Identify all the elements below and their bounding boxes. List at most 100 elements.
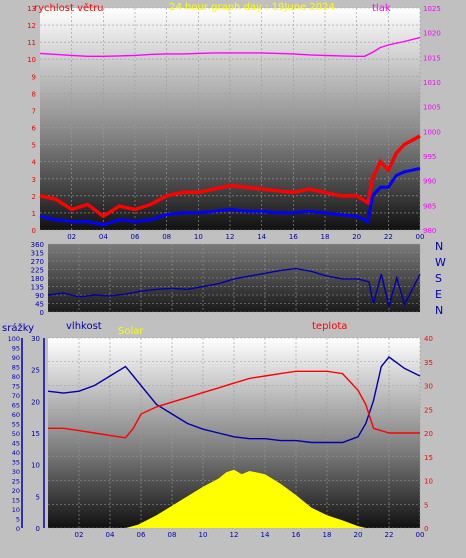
x-tick-label: 02 — [67, 233, 76, 241]
pressure-tick-label: 985 — [423, 202, 436, 210]
chart-marks — [39, 36, 421, 528]
rain-tick-label: 5 — [16, 516, 20, 524]
pressure-tick-label: 1010 — [423, 79, 441, 87]
tick-labels: 0123456789101112139809859909951000100510… — [8, 5, 441, 539]
rain-tick-label: 50 — [12, 430, 20, 438]
wind-tick-label: 10 — [27, 56, 36, 64]
pressure-tick-label: 1015 — [423, 54, 441, 62]
direction-tick-label: 360 — [31, 241, 44, 249]
rain-tick-label: 75 — [12, 383, 20, 391]
temperature-tick-label: 30 — [424, 383, 433, 391]
wind-tick-label: 0 — [32, 227, 36, 235]
direction-tick-label: 45 — [35, 301, 44, 309]
compass-n-bottom: N — [435, 304, 443, 317]
wind-tick-label: 9 — [32, 73, 36, 81]
pressure-series — [39, 36, 421, 57]
wind-tick-label: 11 — [27, 39, 36, 47]
rain-tick-label: 40 — [12, 449, 20, 457]
wind-tick-label: 12 — [27, 22, 36, 30]
direction-tick-label: 180 — [31, 275, 44, 283]
rain-tick-label: 100 — [8, 335, 20, 343]
wind-tick-label: 5 — [32, 142, 36, 150]
wind-tick-label: 6 — [32, 125, 37, 133]
pressure-tick-label: 1005 — [423, 104, 441, 112]
temperature-series — [48, 370, 420, 439]
rain-tick-label: 35 — [12, 459, 20, 467]
rain-tick-label: 60 — [12, 411, 20, 419]
rain-tick-label: 45 — [12, 440, 20, 448]
humidity-tick-label: 30 — [31, 335, 40, 343]
x-tick-label: 04 — [99, 233, 108, 241]
x-tick-label: 14 — [257, 233, 266, 241]
temperature-tick-label: 0 — [424, 525, 428, 533]
direction-tick-label: 315 — [31, 250, 44, 258]
x-tick-label: 06 — [137, 531, 146, 539]
wind-axis-title: rychlost větru — [34, 2, 104, 14]
temperature-tick-label: 40 — [424, 335, 433, 343]
temperature-tick-label: 5 — [424, 501, 428, 509]
pressure-tick-label: 1020 — [423, 30, 441, 38]
direction-tick-label: 270 — [31, 258, 44, 266]
x-tick-label: 04 — [106, 531, 115, 539]
pressure-axis-title: tlak — [372, 3, 391, 14]
temperature-tick-label: 10 — [424, 478, 433, 486]
x-tick-label: 00 — [416, 531, 425, 539]
x-tick-label: 14 — [261, 531, 270, 539]
humidity-tick-label: 20 — [31, 398, 40, 406]
rain-axis-title: srážky — [2, 322, 34, 334]
wind-low-series — [39, 167, 421, 227]
wind-tick-label: 2 — [32, 193, 36, 201]
humidity-series — [47, 356, 421, 444]
x-tick-label: 10 — [199, 531, 208, 539]
pressure-tick-label: 1025 — [423, 5, 441, 13]
rain-tick-label: 15 — [12, 497, 20, 505]
pressure-tick-label: 995 — [423, 153, 436, 161]
pressure-tick-label: 980 — [423, 227, 436, 235]
rain-tick-label: 25 — [12, 478, 20, 486]
rain-tick-label: 0 — [16, 525, 20, 533]
rain-tick-label: 10 — [12, 506, 20, 514]
x-tick-label: 12 — [226, 233, 235, 241]
direction-tick-label: 225 — [31, 267, 44, 275]
x-tick-label: 18 — [321, 233, 330, 241]
humidity-tick-label: 25 — [31, 367, 40, 375]
direction-tick-label: 135 — [31, 284, 44, 292]
rain-tick-label: 80 — [12, 373, 20, 381]
wind-tick-label: 13 — [27, 5, 36, 13]
humidity-tick-label: 15 — [31, 430, 40, 438]
temperature-tick-label: 25 — [424, 406, 433, 414]
x-tick-label: 08 — [168, 531, 177, 539]
wind-tick-label: 7 — [32, 107, 36, 115]
rain-tick-label: 30 — [12, 468, 20, 476]
compass-s: S — [435, 272, 442, 285]
humidity-tick-label: 0 — [36, 525, 40, 533]
rain-tick-label: 70 — [12, 392, 20, 400]
solar-series — [48, 469, 420, 528]
wind-direction-series — [47, 267, 421, 307]
x-tick-label: 20 — [354, 531, 363, 539]
x-tick-label: 22 — [385, 531, 394, 539]
rain-tick-label: 95 — [12, 345, 20, 353]
rain-tick-label: 90 — [12, 354, 20, 362]
pressure-tick-label: 1000 — [423, 128, 441, 136]
wind-tick-label: 8 — [32, 90, 36, 98]
wind-tick-label: 4 — [32, 159, 37, 167]
x-tick-label: 06 — [131, 233, 140, 241]
x-tick-label: 12 — [230, 531, 239, 539]
x-tick-label: 08 — [162, 233, 171, 241]
rain-tick-label: 55 — [12, 421, 20, 429]
wind-tick-label: 1 — [32, 210, 36, 218]
humidity-tick-label: 10 — [31, 462, 40, 470]
x-tick-label: 18 — [323, 531, 332, 539]
temperature-tick-label: 35 — [424, 359, 433, 367]
rain-tick-label: 65 — [12, 402, 20, 410]
compass-e: E — [435, 288, 442, 301]
x-tick-label: 16 — [292, 531, 301, 539]
rain-tick-label: 85 — [12, 364, 20, 372]
x-tick-label: 22 — [384, 233, 393, 241]
x-tick-label: 02 — [75, 531, 84, 539]
x-tick-label: 16 — [289, 233, 298, 241]
humidity-axis-title: vlhkost — [66, 321, 102, 332]
solar-axis-title: Solar — [118, 326, 144, 337]
humidity-tick-label: 5 — [36, 493, 40, 501]
